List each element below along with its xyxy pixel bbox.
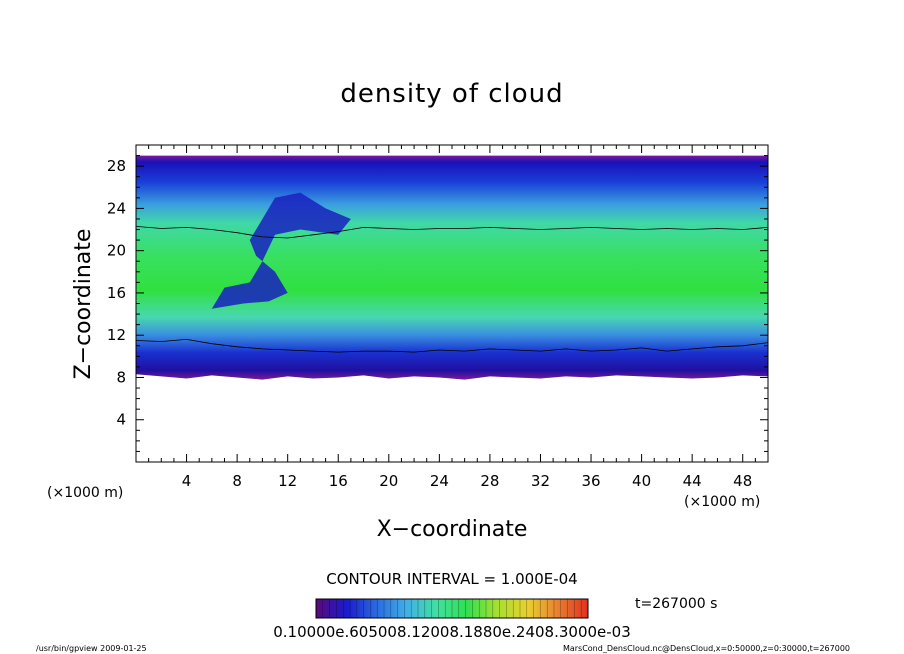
x-tick-label: 28	[480, 472, 499, 490]
x-tick-label: 32	[531, 472, 550, 490]
x-tick-label: 40	[632, 472, 651, 490]
time-label: t=267000 s	[635, 596, 717, 612]
y-axis-unit: (×1000 m)	[47, 485, 123, 501]
footer-left: /usr/bin/gpview 2009-01-25	[36, 644, 147, 653]
colorbar-labels: 0.10000e.605008.12008.1880e.2408.3000e-0…	[273, 623, 631, 641]
contour-interval: CONTOUR INTERVAL = 1.000E-04	[326, 570, 577, 588]
y-tick-label: 8	[116, 368, 126, 386]
y-tick-label: 20	[107, 242, 126, 260]
x-axis: 4 8 12 16 20 24 28 32 36 40 44 48	[148, 145, 756, 490]
cloud-vortex	[211, 192, 351, 309]
y-tick-label: 24	[107, 199, 126, 217]
x-tick-label: 24	[430, 472, 449, 490]
x-axis-unit: (×1000 m)	[684, 494, 760, 510]
x-tick-label: 8	[232, 472, 242, 490]
x-tick-label: 20	[379, 472, 398, 490]
y-tick-label: 28	[107, 157, 126, 175]
x-tick-label: 48	[733, 472, 752, 490]
x-tick-label: 16	[329, 472, 348, 490]
chart-title: density of cloud	[340, 79, 563, 109]
y-tick-label: 12	[107, 326, 126, 344]
x-tick-label: 44	[683, 472, 702, 490]
x-tick-label: 12	[278, 472, 297, 490]
y-axis-label: Z−coordinate	[71, 229, 96, 380]
x-tick-label: 4	[182, 472, 192, 490]
upper-contour-line	[136, 226, 768, 239]
footer-right: MarsCond_DensCloud.nc@DensCloud,x=0:5000…	[563, 644, 850, 653]
y-axis: 4 8 12 16 20 24 28	[107, 155, 768, 452]
x-tick-label: 36	[581, 472, 600, 490]
plot-area	[136, 155, 768, 380]
colorbar-ticks	[322, 599, 582, 618]
lower-contour-line	[136, 338, 768, 353]
y-tick-label: 16	[107, 284, 126, 302]
x-axis-label: X−coordinate	[377, 517, 528, 542]
y-tick-label: 4	[116, 411, 126, 429]
